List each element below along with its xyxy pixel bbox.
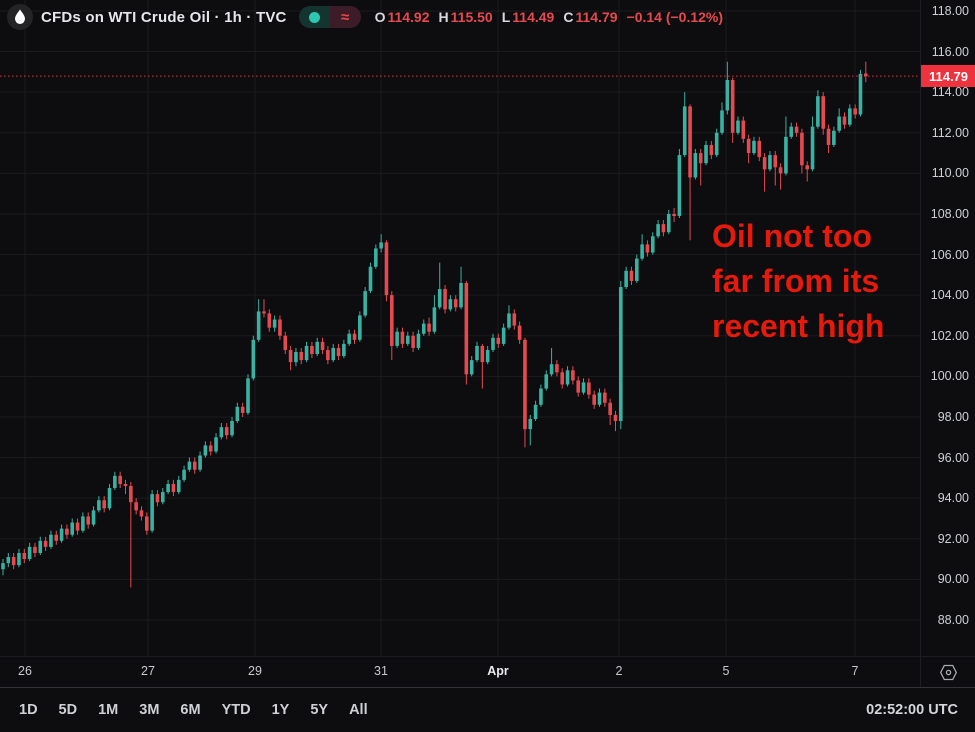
range-1m-button[interactable]: 1M [98,702,119,718]
market-status-pill[interactable]: ≈ [298,6,361,28]
price-axis-label: 112.00 [931,125,969,140]
approx-icon: ≈ [340,8,350,26]
high-value: 115.50 [450,9,493,25]
axis-settings-icon [939,664,957,680]
time-axis-label: 29 [248,664,262,678]
annotation-line: far from its [712,263,880,299]
price-axis-label: 102.00 [930,328,969,343]
high-key: H [438,9,449,25]
price-axis[interactable]: 114.79 118.00 116.00 114.00 112.00 110.00 108… [920,0,975,656]
range-5y-button[interactable]: 5Y [310,702,329,718]
range-1d-button[interactable]: 1D [19,702,38,718]
market-open-dot-icon [308,11,320,23]
bottom-toolbar: 1D 5D 1M 3M 6M YTD 1Y 5Y All 02:52:00 UT… [0,687,975,732]
price-axis-label: 88.00 [937,612,969,627]
price-axis-label: 96.00 [937,450,969,465]
oil-drop-icon [7,4,33,30]
range-6m-button[interactable]: 6M [180,702,201,718]
price-axis-label: 108.00 [930,206,969,221]
time-axis[interactable]: 26 27 29 31 Apr 2 5 7 [0,656,920,687]
time-axis-label: Apr [487,664,509,678]
range-ytd-button[interactable]: YTD [221,702,251,718]
symbol-title[interactable]: CFDs on WTI Crude Oil · 1h · TVC [41,8,287,26]
change-value: −0.14 (−0.12%) [626,9,724,25]
range-5d-button[interactable]: 5D [58,702,78,718]
price-axis-label: 118.00 [931,3,969,18]
ohlc-readout: O 114.92 H 115.50 L 114.49 C 114.79 −0.14 (−… [375,9,723,25]
open-value: 114.92 [387,9,430,25]
low-value: 114.49 [512,9,555,25]
annotation-line: Oil not too [712,218,872,254]
delayed-data-indicator: ≈ [329,6,361,28]
price-axis-label: 114.00 [931,85,969,100]
time-axis-label: 31 [374,664,388,678]
range-3m-button[interactable]: 3M [139,702,160,718]
range-1y-button[interactable]: 1Y [271,702,290,718]
price-axis-label: 104.00 [930,288,969,303]
price-axis-label: 110.00 [931,166,969,181]
candlestick-chart[interactable] [0,0,920,656]
low-key: L [501,9,511,25]
price-axis-label: 98.00 [937,409,969,424]
time-axis-label: 5 [722,664,730,678]
time-axis-label: 2 [615,664,623,678]
price-axis-label: 116.00 [931,44,969,59]
price-axis-label: 92.00 [937,531,969,546]
last-price-tag: 114.79 [921,65,975,88]
open-key: O [374,9,386,25]
symbol-legend: CFDs on WTI Crude Oil · 1h · TVC ≈ O 114.… [7,3,723,31]
annotation-line: recent high [712,308,885,344]
timezone-clock[interactable]: 02:52:00 UTC [866,702,958,718]
price-axis-label: 94.00 [937,491,969,506]
annotation-text: Oil not too far from its recent high [712,214,884,349]
time-axis-label: 7 [851,664,859,678]
date-range-switcher: 1D 5D 1M 3M 6M YTD 1Y 5Y All [17,699,370,721]
range-all-button[interactable]: All [349,702,368,718]
market-open-indicator [298,6,330,28]
time-axis-label: 26 [18,664,32,678]
axis-settings-corner[interactable] [920,656,975,687]
price-axis-label: 106.00 [930,247,969,262]
price-axis-label: 100.00 [930,369,969,384]
price-axis-label: 90.00 [937,572,969,587]
close-value: 114.79 [575,9,618,25]
time-axis-label: 27 [141,664,155,678]
close-key: C [563,9,574,25]
